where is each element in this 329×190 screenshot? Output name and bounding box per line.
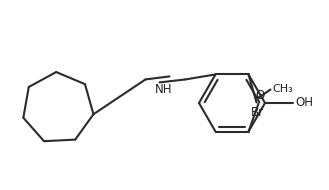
Text: CH₃: CH₃ — [272, 84, 293, 94]
Text: OH: OH — [295, 97, 313, 109]
Text: Br: Br — [251, 106, 264, 120]
Text: O: O — [255, 89, 264, 102]
Text: NH: NH — [155, 83, 172, 96]
